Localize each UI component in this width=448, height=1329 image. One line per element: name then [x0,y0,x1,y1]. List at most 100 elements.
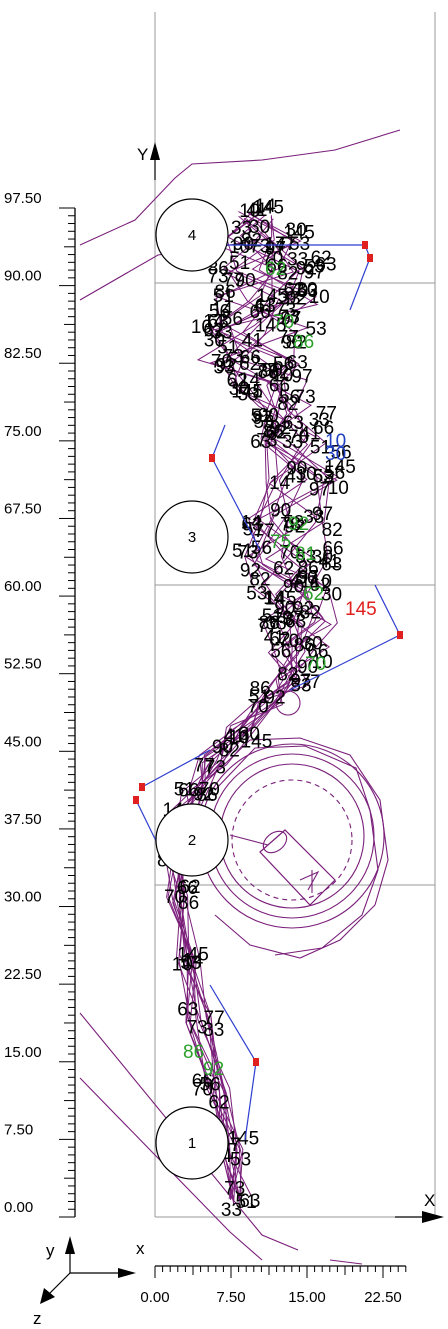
cluster-number: 66 [178,781,199,802]
cluster-number: 66 [192,1071,213,1092]
cluster-number: 92 [270,418,291,439]
cluster-number: 33 [279,289,300,310]
cluster-number: 63 [208,312,229,333]
cluster-number: 92 [286,288,307,309]
cluster-number: 30 [229,379,250,400]
cluster-number: 73 [223,346,244,367]
inner-mark [299,870,320,893]
circle-outline [155,1106,229,1180]
cluster-number: 97 [298,568,319,589]
cluster-number: 53 [290,676,311,697]
circle-label: 3 [188,529,196,546]
cluster-number: 33 [282,432,303,453]
blue-links [135,244,401,1141]
cluster-number: 51 [262,606,283,627]
cluster-number: 90 [235,270,256,291]
cluster-number: 10 [191,317,212,338]
cluster-number: 51 [236,1192,257,1213]
cluster-number: 82 [219,741,240,762]
cluster-number: 53 [297,281,318,302]
cluster-number: 10 [239,201,260,222]
cluster-number: 62 [179,877,200,898]
cluster-number: 66 [240,347,261,368]
y-ruler-label: 45.00 [4,733,42,750]
station-circle-2: 2 [155,803,229,877]
circle-label: 1 [188,1135,196,1152]
cluster-number: 73 [249,236,270,257]
x-ruler-label: 7.50 [216,1289,245,1306]
cluster-number: 62 [311,248,332,269]
cluster-number: 145 [241,732,273,753]
cluster-number: 66 [266,256,287,277]
cluster-number: 92 [284,517,305,538]
cluster-number: 10 [228,728,249,749]
circle-label: 4 [188,227,196,244]
cluster-number: 77 [254,521,275,542]
cluster-number: 77 [278,328,299,349]
cluster-number: 51 [251,406,272,427]
cluster-number: 73 [207,266,228,287]
cluster-number: 30 [204,330,225,351]
cluster-number: 86 [263,422,284,443]
circle-outline [155,198,229,272]
cluster-number: 10 [229,237,250,258]
triad-y-letter: y [46,1241,55,1260]
x-axis-letter: X [424,1191,435,1210]
cluster-number: 62 [227,370,248,391]
cluster-number: 30 [296,464,317,485]
y-ruler-label: 0.00 [4,1199,33,1216]
cluster-number-green: 92 [288,514,309,535]
cluster-number: 97 [280,309,301,330]
cluster-number: 62 [239,354,260,375]
cluster-number: 70 [288,427,309,448]
trajectory-trace [173,218,327,1200]
cluster-number: 66 [269,376,290,397]
cluster-number: 70 [248,697,269,718]
y-ruler-label: 67.50 [4,500,42,517]
cluster-number: 63 [285,612,306,633]
y-axis-letter: Y [137,145,148,164]
cluster-number: 41 [254,296,275,317]
cluster-number-blue: 10 [325,431,346,452]
cluster-number: 73 [205,758,226,779]
cluster-number: 41 [285,466,306,487]
cluster-number: 63 [315,254,336,275]
cluster-number: 53 [306,319,327,340]
coordinate-triad: y x z [33,1236,145,1328]
cluster-number: 41 [242,382,263,403]
cluster-number: 70 [279,543,300,564]
cluster-number: 56 [296,568,317,589]
red-marker [133,796,139,804]
cluster-number: 90 [212,737,233,758]
cluster-number: 77 [257,616,278,637]
cluster-number: 66 [307,641,328,662]
cluster-number: 73 [279,307,300,328]
cluster-number: 97 [309,479,330,500]
triad-z-letter: z [33,1309,42,1328]
cluster-number: 77 [204,1008,225,1029]
cluster-number: 53 [230,1150,251,1171]
x-ruler-label: 22.50 [364,1289,402,1306]
cluster-number-green: 92 [203,1059,224,1080]
triad-x-letter: x [136,1239,145,1258]
cluster-number: 90 [297,657,318,678]
cluster-number: 70 [164,887,185,908]
cluster-number: 77 [194,755,215,776]
circle-outline [155,803,229,877]
cluster-number: 97 [304,263,325,284]
cluster-number: 53 [246,584,267,605]
x-ruler-label: 15.00 [288,1289,326,1306]
cluster-number: 41 [299,424,320,445]
cluster-number: 92 [193,784,214,805]
cluster-number: 86 [294,636,315,657]
cluster-number: 33 [303,507,324,528]
cluster-number-green: 81 [295,544,316,565]
cluster-number: 14 [241,513,263,534]
cluster-number-blue: 30 [325,444,346,465]
cluster-number: 56 [200,1075,221,1096]
cluster-number: 62 [284,280,305,301]
cluster-number: 53 [180,953,201,974]
cluster-number: 145 [228,1129,260,1150]
cluster-number: 30 [312,547,333,568]
cluster-number-green: 62 [303,584,324,605]
